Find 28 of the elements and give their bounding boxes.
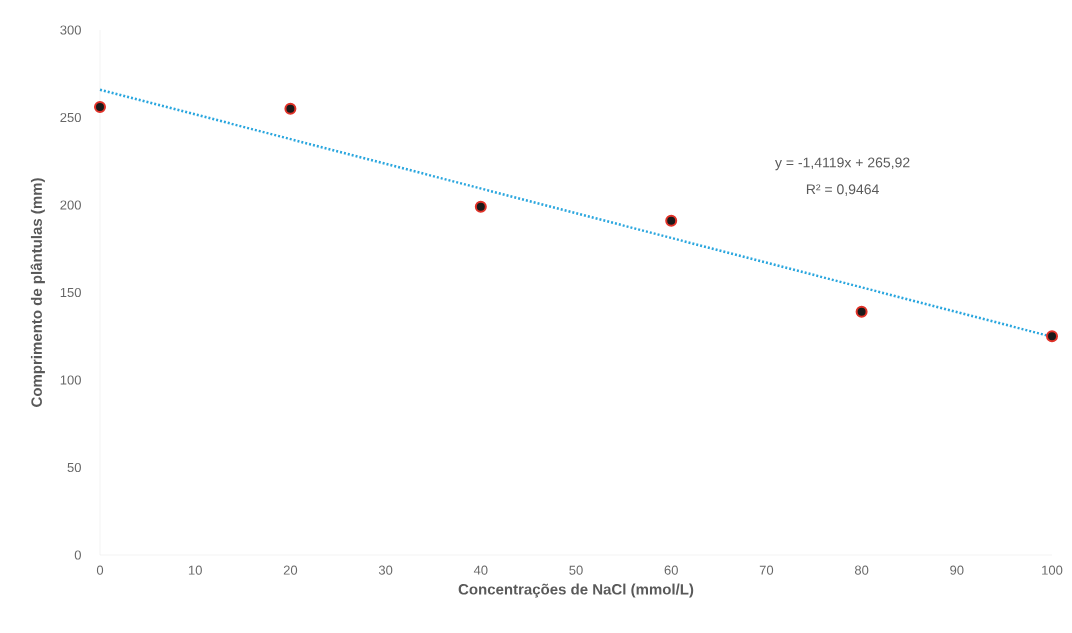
x-tick-label: 50 bbox=[569, 565, 583, 575]
y-tick-label: 150 bbox=[60, 287, 81, 298]
y-axis-title: Comprimento de plântulas (mm) bbox=[30, 178, 45, 407]
x-tick-label: 100 bbox=[1042, 565, 1063, 575]
x-tick-label: 90 bbox=[950, 565, 964, 575]
y-tick-label: 50 bbox=[67, 462, 81, 473]
y-tick-label: 0 bbox=[74, 550, 81, 560]
x-tick-label: 0 bbox=[96, 565, 104, 575]
point bbox=[474, 200, 487, 213]
point bbox=[855, 305, 868, 318]
annotation: R² = 0,9464 bbox=[806, 184, 879, 196]
y-tick-label: 300 bbox=[60, 25, 81, 35]
x-tick-label: 20 bbox=[283, 565, 298, 575]
x-tick-label: 30 bbox=[378, 565, 393, 575]
x-tick-label: 80 bbox=[854, 565, 869, 575]
x-tick-label: 10 bbox=[188, 565, 202, 575]
x-tick-label: 40 bbox=[473, 565, 488, 575]
y-tick-label: 200 bbox=[60, 200, 81, 210]
point bbox=[94, 101, 106, 113]
y-tick-label: 100 bbox=[60, 375, 81, 385]
point bbox=[284, 102, 297, 115]
x-tick-label: 70 bbox=[759, 565, 774, 575]
x-tick-label: 60 bbox=[664, 565, 678, 575]
point bbox=[665, 214, 678, 227]
point bbox=[1046, 330, 1059, 343]
x-axis-title: Concentrações de NaCl (mmol/L) bbox=[458, 583, 694, 598]
annotation: y = -1,4119x + 265,92 bbox=[775, 157, 910, 171]
y-tick-label: 250 bbox=[60, 112, 81, 123]
